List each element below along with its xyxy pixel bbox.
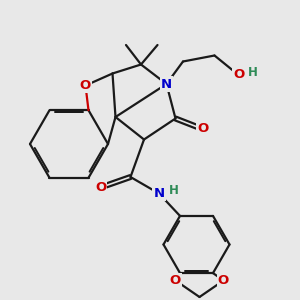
Text: H: H	[248, 65, 258, 79]
Text: O: O	[80, 79, 91, 92]
Text: O: O	[233, 68, 244, 82]
Text: N: N	[153, 187, 165, 200]
Text: H: H	[169, 184, 178, 197]
Text: O: O	[170, 274, 181, 287]
Text: O: O	[218, 274, 229, 287]
Text: O: O	[197, 122, 208, 136]
Text: O: O	[95, 181, 106, 194]
Text: N: N	[161, 77, 172, 91]
